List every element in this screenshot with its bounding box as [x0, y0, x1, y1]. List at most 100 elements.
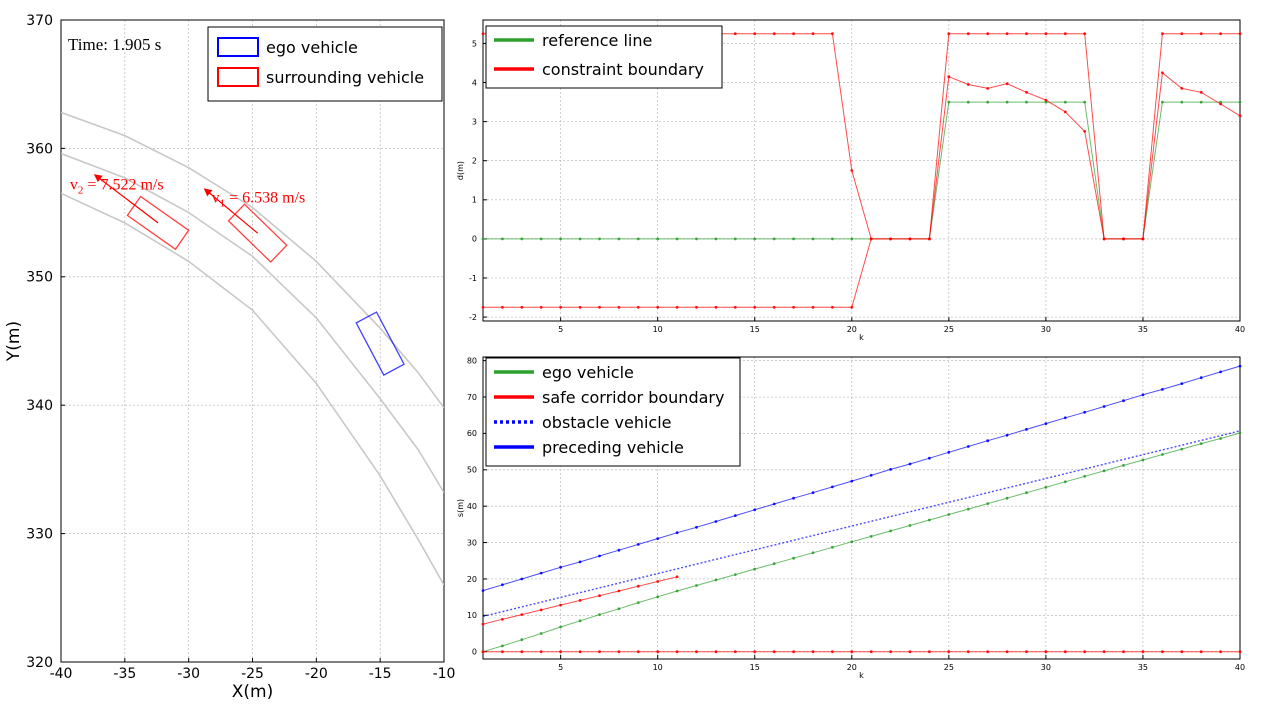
data-point	[966, 32, 970, 36]
data-point	[966, 445, 970, 448]
data-point	[481, 622, 485, 626]
data-point	[656, 237, 660, 241]
data-point	[1238, 114, 1242, 118]
data-point	[1025, 90, 1028, 94]
data-point	[928, 650, 931, 654]
data-point	[1044, 422, 1048, 425]
data-point	[675, 575, 679, 579]
data-point	[986, 100, 990, 104]
data-point	[559, 603, 562, 607]
data-point	[1199, 90, 1203, 94]
data-point	[733, 305, 737, 309]
data-point	[1180, 100, 1184, 104]
data-point	[520, 613, 524, 616]
data-point	[1005, 650, 1009, 654]
data-point	[850, 650, 854, 654]
y-tick-label: 350	[26, 270, 53, 286]
data-point	[501, 583, 504, 587]
x-tick-label: 20	[847, 663, 857, 672]
x-tick-label: 10	[653, 325, 663, 334]
data-point	[481, 589, 485, 592]
data-point	[1161, 388, 1164, 391]
data-point	[1238, 32, 1242, 36]
x-tick-label: 15	[750, 663, 760, 672]
data-point	[1180, 650, 1184, 654]
data-point	[695, 650, 698, 654]
data-point	[850, 479, 854, 483]
data-point	[1141, 237, 1145, 241]
data-point	[1005, 496, 1009, 500]
data-point	[1044, 32, 1048, 36]
data-point	[869, 473, 873, 477]
data-point	[811, 491, 815, 495]
data-point	[986, 32, 990, 36]
y-tick-label: 5	[472, 39, 477, 48]
data-point	[1161, 32, 1164, 36]
data-point	[1219, 32, 1222, 36]
data-point	[1063, 480, 1067, 484]
data-point	[1238, 431, 1242, 435]
x-tick-label: 40	[1235, 325, 1245, 334]
x-tick-label: 30	[1041, 325, 1051, 334]
y-tick-label: 40	[467, 502, 477, 511]
data-point	[1199, 100, 1203, 104]
y-tick-label: 370	[26, 13, 53, 29]
data-point	[1005, 32, 1009, 36]
data-point	[908, 462, 912, 466]
legend-label: safe corridor boundary	[542, 388, 724, 407]
data-point	[1044, 650, 1048, 654]
data-point	[928, 518, 931, 522]
velocity-arrow	[93, 174, 159, 224]
speed-label: v2 = 7.522 m/s	[70, 176, 164, 196]
data-point	[811, 305, 815, 309]
data-point	[947, 513, 951, 516]
data-point	[520, 237, 524, 241]
data-point	[966, 507, 970, 511]
data-point	[811, 32, 815, 36]
data-point	[1083, 410, 1087, 414]
x-tick-label: -35	[113, 666, 136, 682]
data-point	[539, 237, 543, 241]
data-point	[559, 625, 562, 629]
velocity-arrow	[203, 188, 258, 234]
data-point	[617, 237, 621, 241]
legend-label: constraint boundary	[542, 60, 704, 79]
data-point	[598, 594, 601, 598]
data-point	[501, 237, 504, 241]
time-label: Time: 1.905 s	[68, 35, 161, 54]
data-point	[1199, 376, 1203, 380]
data-point	[1083, 100, 1087, 104]
x-tick-label: 5	[558, 663, 563, 672]
data-point	[753, 32, 757, 36]
data-point	[636, 584, 640, 588]
data-point	[1063, 650, 1067, 654]
data-point	[1180, 382, 1184, 385]
data-point	[1102, 650, 1106, 654]
data-point	[772, 305, 776, 309]
data-point	[947, 32, 951, 36]
surrounding-vehicle-box	[126, 195, 190, 251]
data-point	[889, 237, 892, 241]
data-point	[831, 237, 834, 241]
y-tick-label: 320	[26, 655, 53, 671]
data-point	[501, 644, 504, 648]
data-point	[695, 584, 698, 587]
y-tick-label: 0	[472, 235, 477, 244]
data-point	[656, 537, 660, 540]
data-point	[792, 237, 795, 241]
data-point	[636, 650, 640, 654]
data-point	[1044, 98, 1048, 102]
x-tick-label: 10	[653, 663, 663, 672]
data-point	[966, 100, 970, 104]
data-point	[753, 650, 757, 654]
speed-subscript: 2	[78, 184, 84, 196]
data-point	[889, 468, 892, 471]
y-tick-label: 360	[26, 141, 53, 157]
x-tick-label: 30	[1041, 663, 1051, 672]
data-point	[792, 650, 795, 654]
data-point	[481, 305, 485, 309]
data-point	[947, 75, 951, 79]
legend-label: ego vehicle	[542, 363, 634, 382]
data-point	[850, 540, 854, 544]
data-point	[850, 169, 854, 172]
